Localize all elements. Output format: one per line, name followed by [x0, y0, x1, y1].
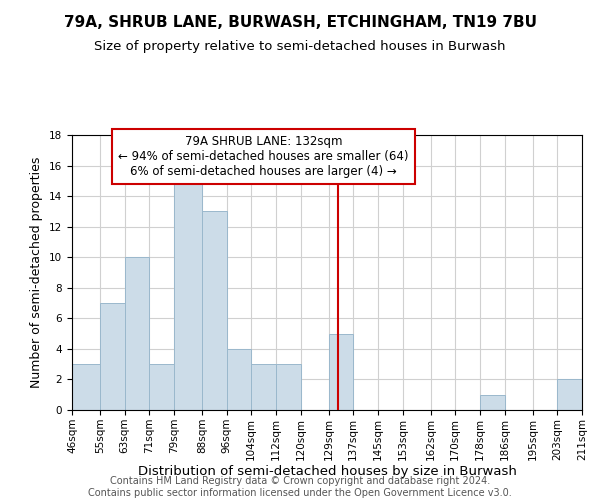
Bar: [125, 257, 149, 410]
Bar: [149, 364, 174, 410]
Bar: [251, 364, 276, 410]
Text: Size of property relative to semi-detached houses in Burwash: Size of property relative to semi-detach…: [94, 40, 506, 53]
Bar: [329, 334, 353, 410]
X-axis label: Distribution of semi-detached houses by size in Burwash: Distribution of semi-detached houses by …: [137, 466, 517, 478]
Bar: [557, 380, 582, 410]
Y-axis label: Number of semi-detached properties: Number of semi-detached properties: [31, 157, 43, 388]
Bar: [72, 364, 100, 410]
Bar: [276, 364, 301, 410]
Text: 79A SHRUB LANE: 132sqm
← 94% of semi-detached houses are smaller (64)
6% of semi: 79A SHRUB LANE: 132sqm ← 94% of semi-det…: [118, 135, 409, 178]
Text: Contains HM Land Registry data © Crown copyright and database right 2024.
Contai: Contains HM Land Registry data © Crown c…: [88, 476, 512, 498]
Bar: [100, 303, 125, 410]
Bar: [227, 349, 251, 410]
Bar: [174, 181, 202, 410]
Bar: [480, 394, 505, 410]
Text: 79A, SHRUB LANE, BURWASH, ETCHINGHAM, TN19 7BU: 79A, SHRUB LANE, BURWASH, ETCHINGHAM, TN…: [64, 15, 536, 30]
Bar: [202, 212, 227, 410]
